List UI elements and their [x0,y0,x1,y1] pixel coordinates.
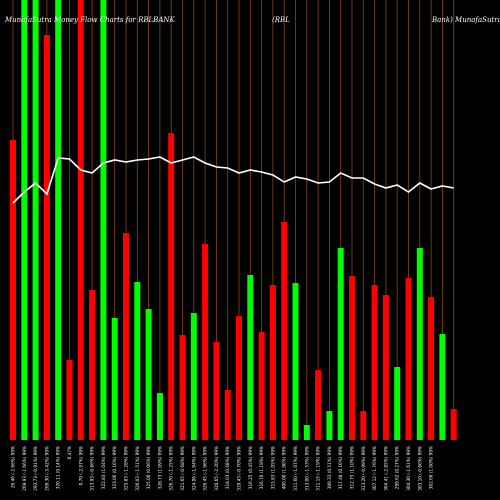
x-tick-label: 304.30 (-1.61%) 99% [406,446,411,491]
volume-bar [303,425,310,440]
x-tick-label: 322.83 (1.04%) 99% [101,446,106,489]
x-tick-label: 318.03 (0.68%) 99% [225,446,230,489]
volume-bar [292,283,299,440]
volume-bars [10,0,457,440]
x-tick-label: 315.83 (1.05%) 99% [270,446,275,489]
x-tick-label: 299.62 (0.27%) 99% [395,446,400,489]
volume-bar [168,133,175,440]
x-tick-label: 309.33 (0.51%) 99% [327,446,332,489]
x-tick-label: 324.06 (-1.94%) 99% [191,446,196,491]
chart-title-right: Bank) MunafaSutra.com [431,16,500,24]
volume-bar [190,313,197,440]
volume-bar [224,390,231,440]
volume-bar [32,0,39,440]
chart-title-middle: (RBL [272,16,290,24]
price-line [12,156,454,204]
volume-bar [360,411,367,440]
volume-bar [394,367,401,440]
volume-bar [10,140,16,440]
x-tick-label: 319.43 (-0.70%) 99% [237,446,242,491]
x-tick-label: 326.45 (-1.96%) 99% [203,446,208,491]
volume-bar [326,411,333,440]
volume-bar [428,297,435,440]
volume-bar [315,370,322,440]
volume-bar [450,409,457,440]
x-tick-label: 312.75 (1.10%) 99% [350,446,355,489]
volume-bar [382,295,389,440]
x-tick-label: 323.06 (0.10%) 99% [112,446,117,489]
x-tick-label: 302.60 (1.00%) 99% [429,446,434,489]
x-tick-label: 304.41 (-2.85%) 99% [383,446,388,491]
volume-bar [439,334,446,440]
x-tick-label: 316.70 (1.19%) 99% [259,446,264,489]
volume-bar [247,275,254,440]
x-tick-label: 326.03 (-1.51%) 99% [135,446,140,491]
x-tick-labels: 26.46 (-2.66%) 99% 269.93 (-1.66%) 99% 293… [11,446,434,491]
x-tick-label: 400.00 (1.90%) 99% [282,446,287,489]
x-tick-label: 328.73 (1.09%) 99% [157,446,162,489]
volume-bar [258,332,265,440]
x-tick-label: 0.47% [67,446,72,459]
volume-bar [89,290,96,440]
x-tick-label: 320.11 (0.14%) 99% [56,446,61,489]
volume-bar [134,282,141,440]
volume-bar [156,393,163,440]
x-tick-label: 325.00 (0.06%) 99% [146,446,151,489]
volume-bar [43,35,50,440]
x-tick-label: 293.73 (-0.91%) 99% [33,446,38,491]
x-tick-label: 317.48 (0.10%) 99% [338,446,343,489]
x-tick-label: 311.15 (-1.19%) 99% [316,446,321,491]
x-tick-label: 325.83 (-1.28%) 99% [124,446,129,491]
x-tick-label: 269.30 (-3.42%) 99% [44,446,49,491]
volume-bar [405,278,412,440]
chart-title-left: MunafaSutra Money Flow Charts for RBLBAN… [4,16,176,24]
volume-bar [371,285,378,440]
x-tick-label: 26.46 (-2.66%) 99% [11,446,16,488]
x-tick-label: 313.93 (-0.86%) 99% [90,446,95,491]
volume-bar [145,309,152,440]
volume-bar [213,342,220,440]
volume-bar [202,244,209,440]
volume-bar [269,285,276,440]
x-tick-label: 0.79 (-2.97%) 99% [78,446,83,485]
volume-bar [77,0,84,440]
volume-bar [21,0,28,440]
x-tick-label: 307.12 (-1.76%) 99% [372,446,377,491]
volume-bar [349,276,355,440]
price-line-path [12,156,454,204]
volume-bar [55,0,62,440]
volume-bar [179,335,186,440]
x-tick-label: 313.20 (-0.99%) 99% [361,446,366,491]
volume-bar [100,0,107,440]
x-tick-label: 311.60 (-1.07%) 99% [293,446,298,491]
volume-bar [416,248,423,440]
x-tick-label: 313.00 (-1.53%) 99% [304,446,309,491]
volume-bar [236,316,242,440]
volume-bar [111,318,118,440]
volume-bar [66,360,73,440]
x-tick-label: 321.65 (-0.68%) 99% [180,446,185,491]
volume-bar [123,233,129,440]
volume-bar [281,222,288,440]
x-tick-label: 269.93 (-1.66%) 99% [22,446,27,491]
x-tick-label: 316.25 (0.45%) 99% [248,446,253,489]
volume-bar [337,248,344,440]
x-tick-label: 320.65 (-2.20%) 99% [214,446,219,491]
x-tick-label: 303.10 (-0.60%) 99% [417,446,422,491]
x-tick-label: 326.70 (-1.25%) 99% [169,446,174,491]
